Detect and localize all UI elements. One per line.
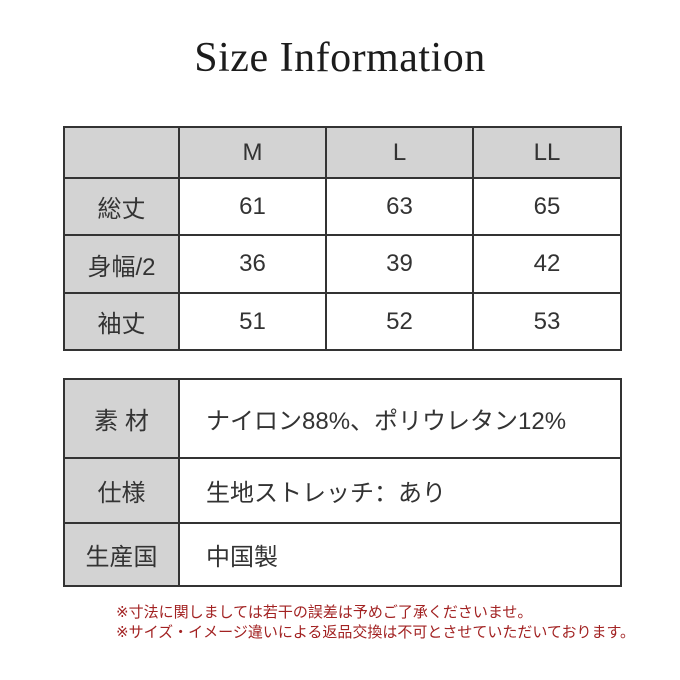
size-value: 63 <box>325 177 474 236</box>
product-detail-table: 素 材 ナイロン88%、ポリウレタン12% 仕様 生地ストレッチ：あり 生産国 … <box>63 378 622 587</box>
size-table-row-sleeve-length: 袖丈 51 52 53 <box>63 292 622 351</box>
size-value: 52 <box>325 292 474 351</box>
size-table-row-total-length: 総丈 61 63 65 <box>63 177 622 236</box>
col-header-l: L <box>325 126 474 179</box>
size-value: 65 <box>472 177 622 236</box>
size-table: M L LL 総丈 61 63 65 身幅/2 36 39 42 袖丈 51 5… <box>63 126 622 351</box>
row-label: 生産国 <box>63 522 180 587</box>
row-label: 素 材 <box>63 378 180 459</box>
size-value: 36 <box>178 234 327 294</box>
row-label: 身幅/2 <box>63 234 180 294</box>
size-value: 53 <box>472 292 622 351</box>
detail-value: 生地ストレッチ：あり <box>178 457 622 524</box>
disclaimer-notes: ※寸法に関しましては若干の誤差は予めご了承くださいませ。 ※サイズ・イメージ違い… <box>116 603 635 643</box>
note-line: ※サイズ・イメージ違いによる返品交換は不可とさせていただいております。 <box>116 624 635 641</box>
row-label: 袖丈 <box>63 292 180 351</box>
col-header-ll: LL <box>472 126 622 179</box>
detail-row-material: 素 材 ナイロン88%、ポリウレタン12% <box>63 378 622 459</box>
detail-value: 中国製 <box>178 522 622 587</box>
size-value: 42 <box>472 234 622 294</box>
size-value: 39 <box>325 234 474 294</box>
size-value: 51 <box>178 292 327 351</box>
size-table-header-row: M L LL <box>63 126 622 179</box>
page-title: Size Information <box>194 35 486 81</box>
size-table-row-body-width: 身幅/2 36 39 42 <box>63 234 622 294</box>
row-label: 総丈 <box>63 177 180 236</box>
col-header-m: M <box>178 126 327 179</box>
size-value: 61 <box>178 177 327 236</box>
detail-value: ナイロン88%、ポリウレタン12% <box>178 378 622 459</box>
note-line: ※寸法に関しましては若干の誤差は予めご了承くださいませ。 <box>116 604 533 621</box>
detail-row-spec: 仕様 生地ストレッチ：あり <box>63 457 622 524</box>
corner-cell <box>63 126 180 179</box>
row-label: 仕様 <box>63 457 180 524</box>
detail-row-country: 生産国 中国製 <box>63 522 622 587</box>
